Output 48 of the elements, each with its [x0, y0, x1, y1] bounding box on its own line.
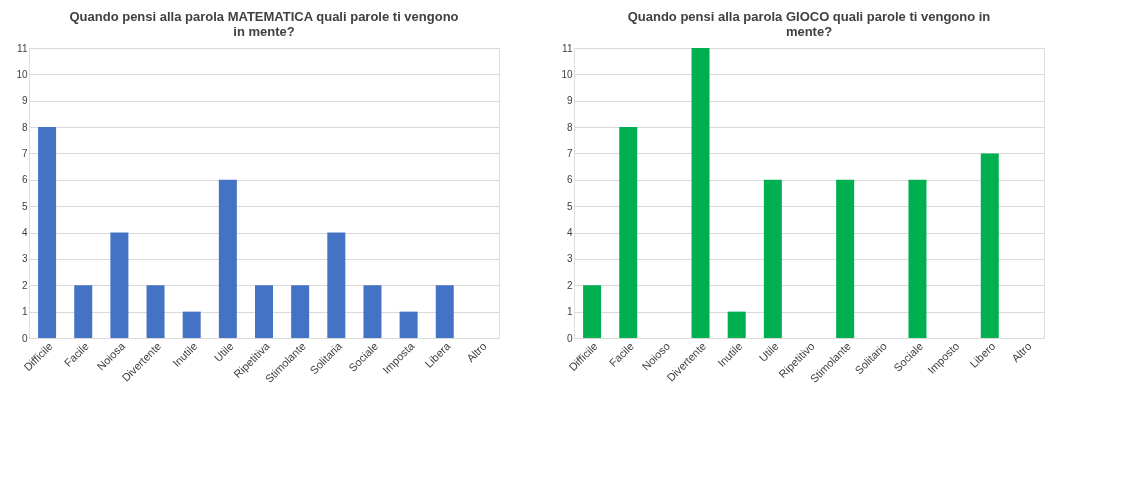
y-tick-label: 11	[17, 42, 28, 54]
y-tick-label: 2	[566, 279, 573, 291]
y-tick-label: 10	[561, 68, 573, 80]
y-tick-label: 1	[566, 306, 573, 318]
bar	[836, 179, 855, 338]
y-tick-label: 1	[21, 306, 28, 318]
y-tick-label: 10	[16, 68, 28, 80]
bar	[399, 311, 418, 338]
x-tick-label: Utile	[211, 339, 236, 364]
y-tick-label: 5	[566, 200, 573, 212]
bar	[435, 285, 454, 338]
bar	[619, 127, 638, 338]
chart-title: Quando pensi alla parola MATEMATICA quali parole ti vengono in mente?	[69, 9, 459, 39]
y-tick-label: 11	[562, 42, 573, 54]
y-tick-label: 3	[21, 253, 28, 265]
bar	[327, 232, 346, 338]
y-tick-label: 6	[566, 174, 573, 186]
y-tick-label: 7	[566, 147, 573, 159]
y-tick-label: 9	[566, 95, 573, 107]
y-tick-label: 2	[21, 279, 28, 291]
y-tick-label: 7	[21, 147, 28, 159]
bar	[110, 232, 129, 338]
chart-title: Quando pensi alla parola GIOCO quali parole ti vengono in mente?	[627, 9, 991, 39]
bar	[583, 285, 602, 338]
y-tick-label: 3	[566, 253, 573, 265]
bar	[218, 179, 237, 338]
y-tick-label: 0	[21, 332, 28, 344]
bar	[74, 285, 93, 338]
bar	[691, 48, 710, 338]
y-tick-label: 9	[21, 95, 28, 107]
bar	[727, 311, 746, 338]
bar	[980, 153, 999, 338]
bar	[38, 127, 57, 338]
bar	[763, 179, 782, 338]
bar	[182, 311, 201, 338]
y-tick-label: 4	[21, 227, 28, 239]
bar	[255, 285, 273, 338]
y-tick-label: 8	[566, 121, 573, 133]
y-tick-label: 5	[21, 200, 28, 212]
bar	[363, 285, 382, 338]
bar	[908, 179, 927, 338]
y-tick-label: 0	[566, 332, 573, 344]
bar	[146, 285, 165, 338]
bar	[291, 285, 310, 338]
x-tick-label: Utile	[756, 339, 781, 364]
y-tick-label: 6	[21, 174, 28, 186]
y-tick-label: 4	[566, 227, 573, 239]
y-tick-label: 8	[21, 121, 28, 133]
